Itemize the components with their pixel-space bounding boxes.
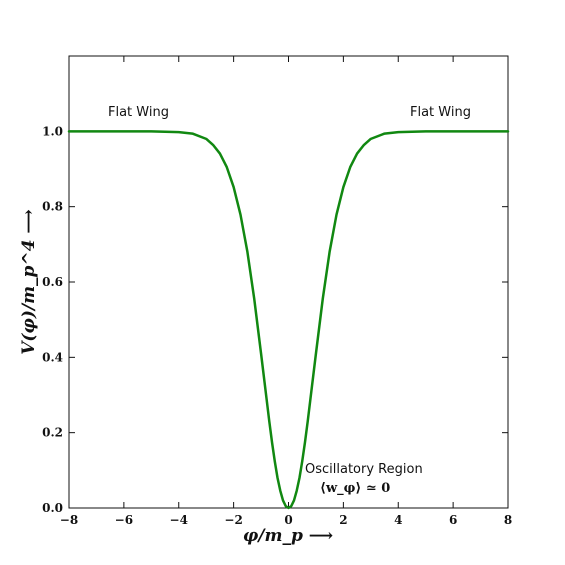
x-tick-label: −6 — [115, 513, 133, 527]
x-tick-label: 2 — [339, 513, 347, 527]
annotation-flat-wing-left: Flat Wing — [108, 105, 169, 120]
x-axis-label: φ/m_p ⟶ — [243, 526, 333, 546]
y-tick-label: 0.2 — [42, 426, 63, 440]
plot-frame — [68, 55, 509, 509]
annotation-oscillatory-math: ⟨w_φ⟩ ≃ 0 — [320, 481, 390, 496]
y-tick-label: 1.0 — [42, 124, 63, 138]
x-tick-label: 8 — [504, 513, 512, 527]
x-tick-label: 0 — [284, 513, 292, 527]
y-axis-ticks: 0.0 0.2 0.4 0.6 0.8 1.0 — [42, 124, 508, 515]
series-line-potential — [67, 130, 510, 510]
y-axis-label: V(φ)/m_p^4 ⟶ — [19, 209, 39, 355]
annotation-flat-wing-right: Flat Wing — [410, 105, 471, 120]
y-tick-label: 0.0 — [42, 501, 63, 515]
y-tick-label: 0.8 — [42, 200, 63, 214]
x-tick-label: −8 — [60, 513, 78, 527]
x-tick-label: 4 — [394, 513, 402, 527]
y-tick-label: 0.6 — [42, 275, 63, 289]
x-tick-label: −2 — [224, 513, 242, 527]
x-tick-label: 6 — [449, 513, 457, 527]
y-tick-label: 0.4 — [42, 350, 63, 364]
x-axis-ticks: −8 −6 −4 −2 0 2 4 6 8 — [60, 56, 512, 527]
x-tick-label: −4 — [170, 513, 188, 527]
annotation-oscillatory-region: Oscillatory Region — [305, 462, 423, 477]
